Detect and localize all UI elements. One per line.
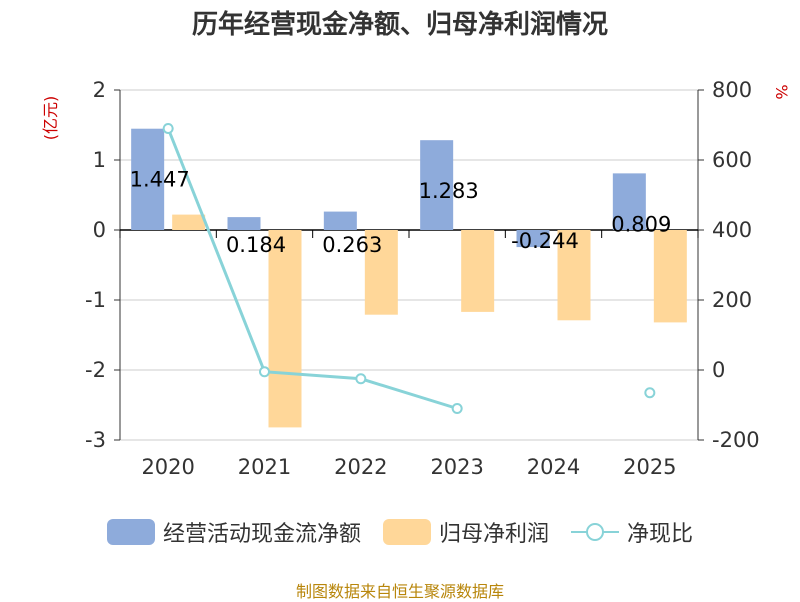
y2-tick-label: 0 bbox=[712, 358, 725, 382]
x-tick-label: 2025 bbox=[623, 455, 676, 479]
y2-tick-label: 800 bbox=[712, 78, 752, 102]
data-label-cashflow: 0.184 bbox=[226, 233, 286, 257]
bar-netprofit bbox=[461, 230, 495, 312]
y2-axis-unit-label: % bbox=[772, 84, 791, 99]
ratio-point bbox=[644, 387, 656, 399]
legend-label-ratio: 净现比 bbox=[627, 522, 694, 547]
data-source-note: 制图数据来自恒生聚源数据库 bbox=[295, 582, 504, 601]
data-label-cashflow: 0.809 bbox=[611, 212, 671, 236]
x-tick-label: 2021 bbox=[238, 455, 291, 479]
legend-label-cashflow: 经营活动现金流净额 bbox=[162, 522, 361, 547]
y-tick-label: 0 bbox=[93, 218, 106, 242]
ratio-point bbox=[162, 123, 174, 134]
grid-lines bbox=[120, 89, 698, 441]
y-tick-label: 2 bbox=[93, 78, 106, 102]
bar-netprofit bbox=[653, 230, 687, 323]
bar-cashflow bbox=[131, 128, 165, 230]
bar-netprofit bbox=[172, 214, 206, 230]
bars bbox=[131, 128, 687, 428]
bar-netprofit bbox=[364, 230, 398, 315]
y-tick-label: -3 bbox=[85, 428, 106, 452]
y2-tick-label: 600 bbox=[712, 148, 752, 172]
y2-tick-label: 400 bbox=[712, 218, 752, 242]
chart-title: 历年经营现金净额、归母净利润情况 bbox=[191, 10, 608, 40]
bar-cashflow bbox=[420, 140, 454, 230]
y-tick-label: -2 bbox=[85, 358, 106, 382]
bar-cashflow bbox=[516, 230, 550, 248]
ratio-point bbox=[451, 403, 463, 414]
data-label-cashflow: 1.447 bbox=[130, 168, 190, 192]
legend-label-netprofit: 归母净利润 bbox=[438, 522, 549, 547]
data-label-cashflow: -0.244 bbox=[511, 229, 579, 253]
ratio-line bbox=[162, 123, 656, 414]
bar-cashflow bbox=[227, 217, 261, 230]
legend-swatch-netprofit bbox=[382, 519, 431, 545]
legend-line-icon bbox=[571, 523, 619, 541]
bar-netprofit bbox=[557, 230, 591, 321]
y-tick-label: 1 bbox=[93, 148, 106, 172]
ratio-line-segment bbox=[166, 127, 458, 410]
ratio-point bbox=[355, 373, 367, 385]
data-label-cashflow: 0.263 bbox=[322, 233, 382, 257]
legend-swatch-cashflow bbox=[106, 519, 155, 545]
x-tick-label: 2020 bbox=[141, 455, 194, 479]
axes: 2 1 0 -1 -2 -3 800 600 400 200 0 -200 2020 2021 2022 20… bbox=[85, 78, 760, 479]
data-labels: 1.447 0.184 0.263 1.283 -0.244 0.809 bbox=[130, 168, 672, 257]
x-tick-label: 2023 bbox=[430, 455, 483, 479]
y2-tick-label: 200 bbox=[712, 288, 752, 312]
bar-netprofit bbox=[268, 230, 302, 428]
data-label-cashflow: 1.283 bbox=[419, 179, 479, 203]
x-tick-label: 2022 bbox=[334, 455, 387, 479]
legend-item-cashflow[interactable]: 经营活动现金流净额 bbox=[106, 516, 361, 548]
y2-tick-label: -200 bbox=[712, 428, 760, 452]
legend-item-ratio[interactable]: 净现比 bbox=[571, 516, 693, 548]
ratio-point bbox=[259, 366, 270, 378]
legend: 经营活动现金流净额 归母净利润 净现比 bbox=[0, 516, 800, 548]
legend-item-netprofit[interactable]: 归母净利润 bbox=[382, 516, 549, 548]
x-tick-label: 2024 bbox=[527, 455, 580, 479]
y-tick-label: -1 bbox=[85, 288, 106, 312]
bar-cashflow bbox=[323, 211, 357, 230]
bar-cashflow bbox=[612, 173, 646, 230]
y-axis-unit-label: (亿元) bbox=[41, 96, 60, 141]
